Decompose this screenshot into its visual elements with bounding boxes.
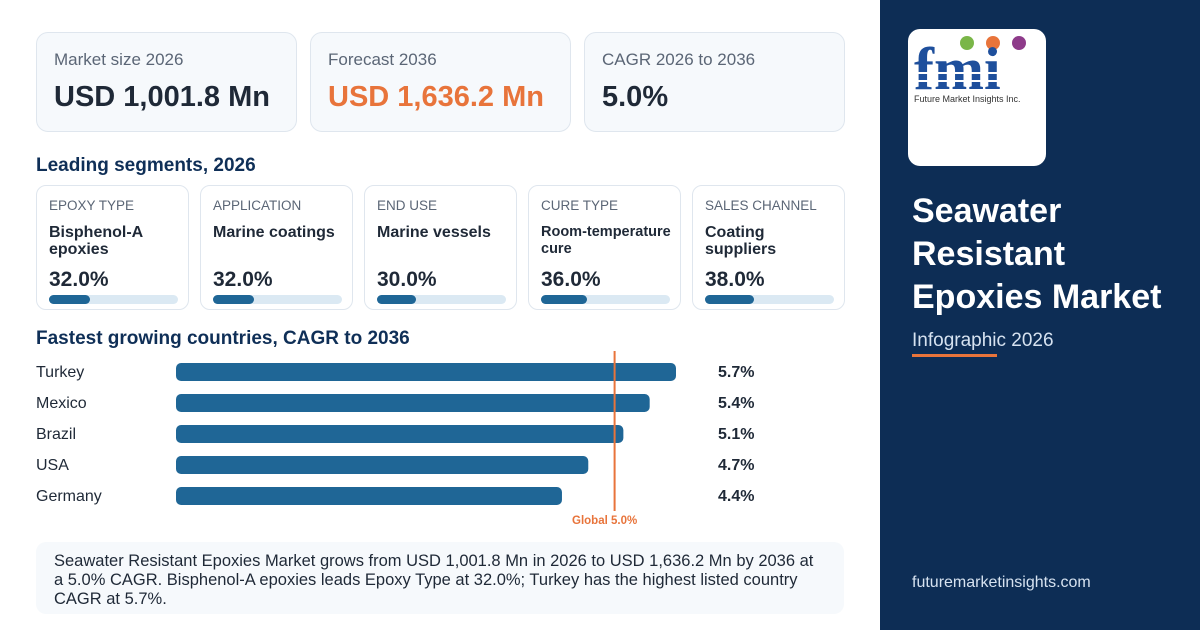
segment-progress-fill	[541, 295, 588, 304]
country-cagr-chart: Turkey 5.7% Mexico 5.4% Brazil 5.1% USA 4.7% Ger…	[36, 351, 754, 527]
segment-card-application: APPLICATION Marine coatings 32.0%	[200, 185, 353, 310]
segment-progress-fill	[377, 295, 416, 304]
infographic-main: Market size 2026 USD 1,001.8 Mn Forecast…	[36, 32, 845, 614]
logo-wordmark: fmi	[914, 36, 1001, 102]
segment-name: Room-temperature cure	[541, 224, 671, 257]
segment-name: Marine coatings	[213, 224, 335, 241]
sidebar-subtitle: Infographic 2026	[912, 330, 1054, 351]
country-value-label: 4.7%	[718, 457, 754, 474]
segment-progress-track	[705, 295, 834, 304]
logo-dot-orange	[986, 36, 1000, 50]
segment-label: APPLICATION	[213, 198, 302, 213]
country-bar	[176, 363, 676, 381]
country-value-label: 5.1%	[718, 426, 754, 443]
country-label: Mexico	[36, 395, 87, 412]
sidebar: fmi Future Market Insights Inc. Seawater…	[880, 0, 1200, 630]
country-label: Germany	[36, 488, 102, 505]
country-label: USA	[36, 457, 69, 474]
fmi-logo: fmi Future Market Insights Inc.	[908, 29, 1046, 166]
country-label: Turkey	[36, 364, 84, 381]
country-bar	[176, 425, 624, 443]
segment-progress-fill	[705, 295, 755, 304]
segment-progress-track	[541, 295, 670, 304]
segment-progress-track	[49, 295, 178, 304]
segment-label: END USE	[377, 198, 438, 213]
segment-name: Marine vessels	[377, 224, 491, 241]
countries-title: Fastest growing countries, CAGR to 2036	[36, 328, 410, 349]
global-cagr-label: Global 5.0%	[572, 515, 637, 527]
country-bar	[176, 456, 589, 474]
segment-card-end-use: END USE Marine vessels 30.0%	[364, 185, 517, 310]
logo-dot-green	[960, 36, 974, 50]
segment-share: 32.0%	[213, 268, 273, 291]
segment-share: 38.0%	[705, 268, 765, 291]
subtitle-underline	[912, 354, 997, 357]
segment-progress-track	[377, 295, 506, 304]
segment-progress-fill	[213, 295, 255, 304]
kpi-forecast: Forecast 2036 USD 1,636.2 Mn	[310, 32, 571, 132]
logo-stripe	[914, 72, 1036, 74]
kpi-value: 5.0%	[602, 81, 669, 113]
segment-label: SALES CHANNEL	[705, 198, 817, 213]
kpi-label: Forecast 2036	[328, 50, 437, 69]
kpi-value: USD 1,001.8 Mn	[54, 81, 270, 113]
country-label: Brazil	[36, 426, 76, 443]
segment-progress-fill	[49, 295, 91, 304]
country-value-label: 5.4%	[718, 395, 754, 412]
country-bar	[176, 394, 650, 412]
segment-name: Coating suppliers	[705, 224, 777, 258]
kpi-value: USD 1,636.2 Mn	[328, 81, 544, 113]
sidebar-title: Seawater Resistant Epoxies Market	[912, 192, 1162, 316]
fmi-logo-graphic: fmi Future Market Insights Inc.	[914, 36, 1036, 104]
kpi-label: Market size 2026	[54, 50, 184, 69]
country-value-label: 4.4%	[718, 488, 754, 505]
segment-card-cure-type: CURE TYPE Room-temperature cure 36.0%	[528, 185, 681, 310]
segments-title: Leading segments, 2026	[36, 155, 256, 176]
segment-label: EPOXY TYPE	[49, 198, 135, 213]
segment-share: 32.0%	[49, 268, 109, 291]
logo-subtext: Future Market Insights Inc.	[914, 94, 1021, 104]
country-bar	[176, 487, 562, 505]
segment-name: Bisphenol-A epoxies	[49, 224, 143, 258]
country-value-label: 5.7%	[718, 364, 754, 381]
kpi-cagr: CAGR 2026 to 2036 5.0%	[584, 32, 845, 132]
kpi-market-size: Market size 2026 USD 1,001.8 Mn	[36, 32, 297, 132]
segment-share: 30.0%	[377, 268, 437, 291]
segment-progress-track	[213, 295, 342, 304]
segment-label: CURE TYPE	[541, 198, 619, 213]
segment-share: 36.0%	[541, 268, 601, 291]
segment-card-sales-channel: SALES CHANNEL Coating suppliers 38.0%	[692, 185, 845, 310]
logo-dot-purple	[1012, 36, 1026, 50]
logo-stripe	[914, 80, 1036, 82]
summary-text: Seawater Resistant Epoxies Market grows …	[36, 542, 844, 614]
website-link[interactable]: futuremarketinsights.com	[912, 574, 1091, 591]
kpi-label: CAGR 2026 to 2036	[602, 50, 756, 69]
segment-card-epoxy-type: EPOXY TYPE Bisphenol-A epoxies 32.0%	[36, 185, 189, 310]
